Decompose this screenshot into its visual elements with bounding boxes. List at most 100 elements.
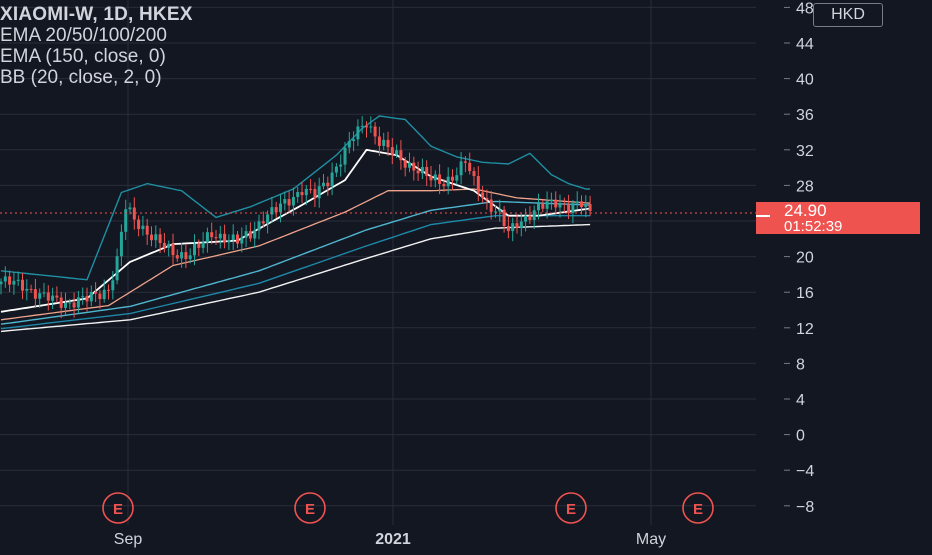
candle-body [132,207,136,220]
candle-body [334,166,338,173]
candle-body [279,203,282,213]
candle-body [309,188,313,190]
candle-body [33,289,37,299]
candle-body [494,211,497,213]
y-tick-label: 28 [796,178,814,195]
y-tick-label: 44 [796,36,814,53]
candle-body [55,295,59,298]
candle-body [240,237,244,244]
candle-body [425,167,429,176]
candle-body [567,204,571,213]
earnings-circle [682,492,714,524]
candle-body [558,203,562,208]
earnings-circle [555,492,587,524]
y-tick-label: 4 [796,392,805,409]
candle-body [94,292,98,294]
candle-body [98,293,102,300]
candle-body [0,281,3,285]
candle-body [197,243,201,248]
candle-body [438,174,442,184]
candle-body [481,192,485,199]
candle-body [210,232,214,238]
y-tick-label: 36 [796,107,814,124]
time-axis[interactable]: Sep 2021 May [114,531,666,548]
candle-body [227,239,231,243]
candle-body [291,196,295,206]
candle-body [365,125,368,128]
currency-button[interactable]: HKD [813,3,883,27]
candle-body [158,234,162,243]
candle-body [515,223,519,229]
candle-body [485,198,489,200]
x-tick-label: Sep [114,531,143,548]
candle-body [270,207,274,215]
symbol-title[interactable]: XIAOMI-W, 1D, HKEX [0,4,193,25]
indicator-ema-150[interactable]: EMA (150, close, 0) [0,46,166,67]
candle-body [408,162,411,168]
candle-body [459,161,463,176]
candle-body [554,199,558,208]
ema-150-line [0,215,591,330]
candle-body [89,292,93,302]
candle-body [498,209,502,212]
candle-body [347,141,351,148]
bar-countdown: 01:52:39 [784,218,843,235]
candle-body [455,175,459,181]
earnings-circle [294,492,326,524]
candle-body [253,230,257,239]
bollinger-upper-band [0,115,591,281]
candle-body [403,160,407,168]
indicator-bollinger-bands[interactable]: BB (20, close, 2, 0) [0,67,162,88]
earnings-letter: E [305,501,315,518]
y-tick-label: 32 [796,143,814,160]
candle-body [188,255,192,260]
price-tick-mark [756,215,770,217]
candle-body [442,183,446,187]
candle-body [42,292,46,294]
candle-body [51,295,55,301]
candle-body [154,234,158,241]
candle-body [356,126,360,140]
candle-body [68,302,72,304]
x-tick-label: 2021 [375,531,411,548]
candle-body [3,276,7,282]
candle-body [588,204,592,211]
price-axis[interactable]: 48444036322824201612840−4−8 [784,0,814,516]
candle-body [360,125,364,127]
candle-body [519,221,523,229]
y-tick-label: 20 [796,250,814,267]
candle-body [29,288,33,290]
candle-body [8,276,12,285]
candle-body [236,234,239,244]
candle-body [111,280,115,291]
y-tick-label: −4 [796,463,814,480]
candle-body [575,201,579,204]
candle-body [119,231,123,257]
earnings-circle [102,492,134,524]
candle-body [115,256,119,281]
candle-body [16,279,20,281]
candle-body [167,243,171,248]
chart-legend: XIAOMI-W, 1D, HKEX EMA 20/50/100/200 EMA… [0,4,193,88]
earnings-letter: E [566,501,576,518]
candle-body [562,203,566,205]
earnings-marker: E [555,492,587,524]
candle-body [248,231,252,239]
candle-body [352,139,356,142]
candle-body [330,172,334,187]
candle-body [511,223,515,232]
earnings-marker: E [294,492,326,524]
candle-body [287,199,291,206]
candle-body [257,221,261,231]
indicator-ema-set[interactable]: EMA 20/50/100/200 [0,25,167,46]
candle-body [502,209,506,227]
candle-body [46,292,50,301]
candle-body [21,279,24,291]
candle-body [571,203,575,213]
candle-body [416,170,420,174]
y-tick-label: 8 [796,356,805,373]
candle-body [472,171,476,177]
